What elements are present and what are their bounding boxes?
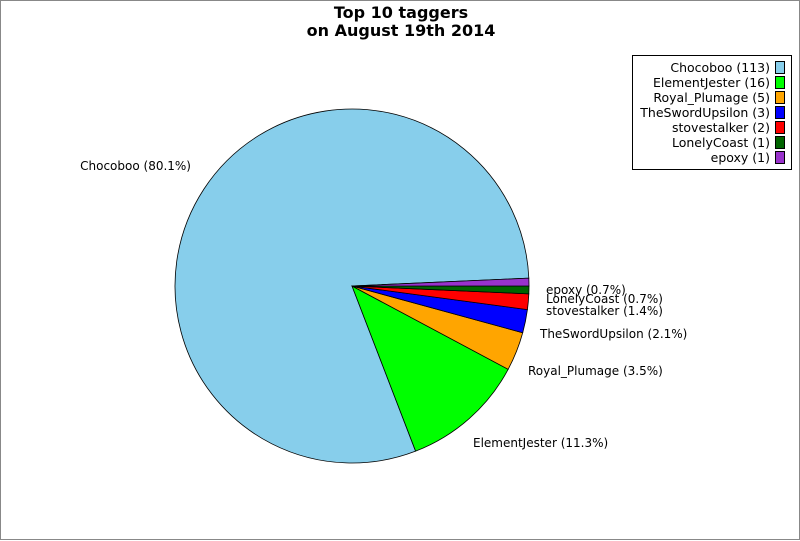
slice-label-stovestalker: stovestalker (1.4%) xyxy=(546,304,663,318)
legend-swatch xyxy=(775,61,785,74)
legend-label: TheSwordUpsilon (3) xyxy=(640,105,770,120)
legend-item-elementjester: ElementJester (16) xyxy=(653,75,785,90)
legend-label: stovestalker (2) xyxy=(672,120,770,135)
legend-label: epoxy (1) xyxy=(710,150,770,165)
pie-slice-elementjester xyxy=(351,285,509,452)
legend-label: LonelyCoast (1) xyxy=(671,135,770,150)
legend-label: Chocoboo (113) xyxy=(670,60,770,75)
legend-item-lonelycoast: LonelyCoast (1) xyxy=(672,135,785,150)
chart-title-line-1: Top 10 taggers xyxy=(333,3,469,22)
legend-item-chocoboo: Chocoboo (113) xyxy=(670,60,785,75)
slice-label-elementjester: ElementJester (11.3%) xyxy=(473,436,608,450)
legend-swatch xyxy=(775,151,785,164)
legend-item-theswordupsilon: TheSwordUpsilon (3) xyxy=(640,105,785,120)
legend-swatch xyxy=(775,76,785,89)
slice-label-chocoboo: Chocoboo (80.1%) xyxy=(80,159,191,173)
legend-swatch xyxy=(775,121,785,134)
legend-label: Royal_Plumage (5) xyxy=(653,90,770,105)
slice-label-theswordupsilon: TheSwordUpsilon (2.1%) xyxy=(539,327,687,341)
chart-title: Top 10 taggers on August 19th 2014 xyxy=(1,4,800,40)
slice-label-royal_plumage: Royal_Plumage (3.5%) xyxy=(528,364,663,378)
legend-swatch xyxy=(775,91,785,104)
legend-swatch xyxy=(775,136,785,149)
legend-item-stovestalker: stovestalker (2) xyxy=(672,120,785,135)
legend-swatch xyxy=(775,106,785,119)
legend-label: ElementJester (16) xyxy=(652,75,770,90)
slice-label-lonelycoast: LonelyCoast (0.7%) xyxy=(546,292,663,306)
legend-item-royal_plumage: Royal_Plumage (5) xyxy=(653,90,785,105)
chart-legend: Chocoboo (113) ElementJester (16) Royal_Pl… xyxy=(632,55,792,170)
legend-item-epoxy: epoxy (1) xyxy=(711,150,785,165)
pie-slice-epoxy xyxy=(351,277,530,287)
slice-label-epoxy: epoxy (0.7%) xyxy=(546,283,626,297)
chart-title-line-2: on August 19th 2014 xyxy=(306,21,496,40)
